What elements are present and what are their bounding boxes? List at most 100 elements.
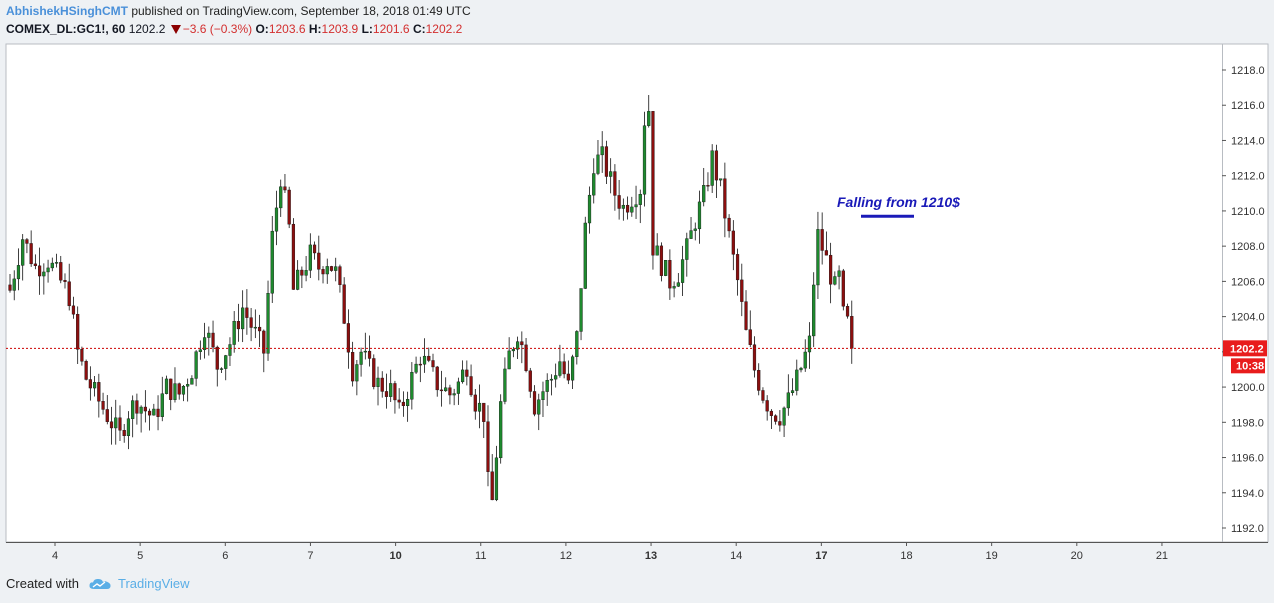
candle-body (638, 194, 642, 205)
tradingview-cloud-icon[interactable] (88, 577, 112, 591)
symbol-label[interactable]: COMEX_DL:GC1!, 60 (6, 22, 126, 36)
last-price: 1202.2 (128, 22, 166, 36)
candle-body (439, 389, 444, 392)
candle-body (300, 269, 304, 276)
candle-body (676, 282, 680, 287)
candle-body (164, 378, 169, 394)
candle-body (697, 201, 702, 230)
candles-layer (8, 95, 854, 502)
candle-body (769, 410, 773, 416)
price-tick-label: 1198.0 (1231, 417, 1264, 429)
candle-body (735, 254, 740, 281)
candle-body (659, 245, 664, 276)
candle-body (702, 185, 706, 203)
down-arrow-icon (170, 25, 181, 35)
candle-body (812, 284, 816, 337)
candle-body (12, 278, 16, 291)
candle-body (279, 186, 283, 209)
candle-body (190, 378, 194, 385)
candle-body (338, 266, 342, 285)
tradingview-brand[interactable]: TradingView (117, 576, 190, 591)
candle-body (304, 270, 308, 276)
candle-body (807, 335, 812, 353)
open-label: O: (255, 22, 269, 36)
candle-body (752, 344, 757, 371)
candle-body (431, 360, 435, 368)
price-axis[interactable]: 1192.01194.01196.01198.01200.01202.01204… (1222, 65, 1265, 535)
candle-body (122, 430, 126, 437)
candle-body (651, 111, 655, 256)
candle-body (845, 306, 850, 317)
candle-body (384, 391, 389, 397)
candle-body (410, 372, 414, 400)
candle-body (186, 384, 190, 387)
candle-body (461, 369, 465, 383)
price-tick-label: 1218.0 (1231, 65, 1265, 77)
candle-body (92, 382, 97, 389)
candle-body (253, 326, 257, 329)
candle-body (706, 185, 710, 187)
publish-line: AbhishekHSinghCMT published on TradingVi… (6, 4, 471, 19)
price-tick-label: 1208.0 (1231, 241, 1265, 253)
candle-body (321, 269, 325, 275)
candle-body (824, 250, 828, 256)
open-value: 1203.6 (268, 22, 306, 36)
price-tick-label: 1192.0 (1231, 523, 1264, 535)
candle-body (21, 239, 25, 266)
close-label: C: (412, 22, 426, 36)
candle-body (29, 243, 33, 265)
candle-body (329, 266, 334, 271)
author-link[interactable]: AbhishekHSinghCMT (6, 4, 128, 18)
created-with-text: Created with (6, 576, 79, 591)
candle-body (727, 217, 731, 232)
candle-body (507, 350, 511, 370)
candle-body (448, 387, 452, 396)
candle-body (816, 229, 820, 286)
time-tick-label: 19 (986, 550, 998, 562)
candle-body (452, 393, 456, 396)
high-value: 1203.9 (321, 22, 359, 36)
candle-body (325, 266, 329, 275)
time-tick-label: 14 (730, 550, 742, 562)
candle-body (359, 351, 363, 365)
time-tick-label: 10 (389, 550, 401, 562)
candle-body (689, 230, 693, 239)
candle-body (435, 366, 439, 391)
candle-body (799, 367, 803, 371)
price-tick-label: 1206.0 (1231, 276, 1265, 288)
candle-body (499, 401, 503, 459)
candle-body (346, 323, 350, 353)
time-axis[interactable]: 4 5 6 7 10 11 12 13 14 17 18 19 20 21 (52, 542, 1168, 562)
candle-body (257, 326, 262, 332)
price-tick-label: 1210.0 (1231, 206, 1265, 218)
candle-body (774, 415, 778, 422)
time-tick-label: 18 (900, 550, 912, 562)
candle-body (621, 204, 625, 209)
candle-body (101, 401, 105, 410)
candle-body (97, 382, 101, 402)
time-tick-label: 17 (815, 550, 827, 562)
footer: Created with TradingView (6, 576, 190, 591)
candle-body (693, 228, 697, 231)
candle-body (33, 263, 37, 267)
candle-body (202, 337, 207, 350)
candle-body (38, 265, 42, 277)
low-value: 1201.6 (372, 22, 410, 36)
candle-body (795, 369, 799, 391)
candle-body (642, 125, 647, 195)
candle-body (613, 171, 617, 196)
candle-body (143, 406, 147, 412)
candle-body (761, 390, 765, 401)
candle-body (617, 195, 621, 209)
candle-body (376, 377, 380, 387)
candle-body (541, 391, 545, 401)
candle-body (790, 390, 795, 393)
candle-body (363, 350, 367, 353)
candle-body (465, 369, 469, 377)
time-tick-label: 20 (1071, 550, 1083, 562)
candle-body (177, 383, 181, 395)
candle-body (740, 279, 744, 302)
candle-body (477, 402, 482, 412)
candle-body (406, 399, 410, 407)
